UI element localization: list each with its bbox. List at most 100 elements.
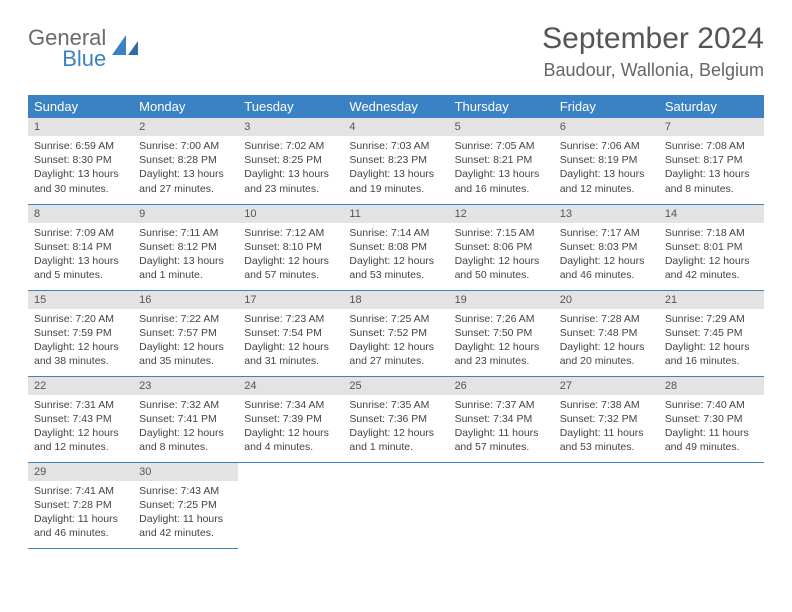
calendar-cell: 3Sunrise: 7:02 AMSunset: 8:25 PMDaylight…: [238, 118, 343, 204]
sunrise-text: Sunrise: 7:41 AM: [34, 484, 127, 498]
sunrise-text: Sunrise: 7:08 AM: [665, 139, 758, 153]
day-details: Sunrise: 7:31 AMSunset: 7:43 PMDaylight:…: [28, 395, 133, 461]
daylight-text: Daylight: 13 hours and 16 minutes.: [455, 167, 548, 195]
sunrise-text: Sunrise: 7:40 AM: [665, 398, 758, 412]
daylight-text: Daylight: 12 hours and 35 minutes.: [139, 340, 232, 368]
day-number: 14: [659, 205, 764, 223]
calendar-cell: [449, 462, 554, 548]
day-details: Sunrise: 6:59 AMSunset: 8:30 PMDaylight:…: [28, 136, 133, 202]
sunrise-text: Sunrise: 7:25 AM: [349, 312, 442, 326]
calendar-cell: 29Sunrise: 7:41 AMSunset: 7:28 PMDayligh…: [28, 462, 133, 548]
sunset-text: Sunset: 7:52 PM: [349, 326, 442, 340]
daylight-text: Daylight: 13 hours and 27 minutes.: [139, 167, 232, 195]
day-details: Sunrise: 7:23 AMSunset: 7:54 PMDaylight:…: [238, 309, 343, 375]
header-right: September 2024 Baudour, Wallonia, Belgiu…: [542, 22, 764, 81]
day-number: 21: [659, 291, 764, 309]
daylight-text: Daylight: 12 hours and 46 minutes.: [560, 254, 653, 282]
calendar-cell: 10Sunrise: 7:12 AMSunset: 8:10 PMDayligh…: [238, 204, 343, 290]
calendar-cell: 2Sunrise: 7:00 AMSunset: 8:28 PMDaylight…: [133, 118, 238, 204]
sunrise-text: Sunrise: 7:18 AM: [665, 226, 758, 240]
daylight-text: Daylight: 12 hours and 23 minutes.: [455, 340, 548, 368]
daylight-text: Daylight: 12 hours and 20 minutes.: [560, 340, 653, 368]
sunset-text: Sunset: 7:32 PM: [560, 412, 653, 426]
daylight-text: Daylight: 12 hours and 50 minutes.: [455, 254, 548, 282]
sunset-text: Sunset: 8:21 PM: [455, 153, 548, 167]
day-number: 30: [133, 463, 238, 481]
sunrise-text: Sunrise: 7:34 AM: [244, 398, 337, 412]
calendar-cell: [554, 462, 659, 548]
sunset-text: Sunset: 7:39 PM: [244, 412, 337, 426]
day-number: 16: [133, 291, 238, 309]
month-title: September 2024: [542, 22, 764, 56]
calendar-week: 1Sunrise: 6:59 AMSunset: 8:30 PMDaylight…: [28, 118, 764, 204]
logo: General Blue: [28, 22, 138, 70]
daylight-text: Daylight: 11 hours and 49 minutes.: [665, 426, 758, 454]
sunrise-text: Sunrise: 7:09 AM: [34, 226, 127, 240]
calendar-cell: 4Sunrise: 7:03 AMSunset: 8:23 PMDaylight…: [343, 118, 448, 204]
day-number: 6: [554, 118, 659, 136]
day-details: Sunrise: 7:41 AMSunset: 7:28 PMDaylight:…: [28, 481, 133, 547]
sunrise-text: Sunrise: 7:35 AM: [349, 398, 442, 412]
day-details: Sunrise: 7:20 AMSunset: 7:59 PMDaylight:…: [28, 309, 133, 375]
sunset-text: Sunset: 7:45 PM: [665, 326, 758, 340]
calendar-cell: 1Sunrise: 6:59 AMSunset: 8:30 PMDaylight…: [28, 118, 133, 204]
sunset-text: Sunset: 7:59 PM: [34, 326, 127, 340]
calendar-cell: 14Sunrise: 7:18 AMSunset: 8:01 PMDayligh…: [659, 204, 764, 290]
daylight-text: Daylight: 12 hours and 27 minutes.: [349, 340, 442, 368]
daylight-text: Daylight: 13 hours and 30 minutes.: [34, 167, 127, 195]
daylight-text: Daylight: 12 hours and 12 minutes.: [34, 426, 127, 454]
calendar-cell: 23Sunrise: 7:32 AMSunset: 7:41 PMDayligh…: [133, 376, 238, 462]
calendar-cell: 16Sunrise: 7:22 AMSunset: 7:57 PMDayligh…: [133, 290, 238, 376]
daylight-text: Daylight: 12 hours and 1 minute.: [349, 426, 442, 454]
day-number: 3: [238, 118, 343, 136]
day-number: 7: [659, 118, 764, 136]
sunset-text: Sunset: 7:43 PM: [34, 412, 127, 426]
day-number: 4: [343, 118, 448, 136]
day-details: Sunrise: 7:37 AMSunset: 7:34 PMDaylight:…: [449, 395, 554, 461]
daylight-text: Daylight: 11 hours and 53 minutes.: [560, 426, 653, 454]
day-number: 24: [238, 377, 343, 395]
day-details: Sunrise: 7:12 AMSunset: 8:10 PMDaylight:…: [238, 223, 343, 289]
day-details: Sunrise: 7:43 AMSunset: 7:25 PMDaylight:…: [133, 481, 238, 547]
day-number: 28: [659, 377, 764, 395]
sunset-text: Sunset: 7:30 PM: [665, 412, 758, 426]
day-details: Sunrise: 7:14 AMSunset: 8:08 PMDaylight:…: [343, 223, 448, 289]
sunset-text: Sunset: 7:28 PM: [34, 498, 127, 512]
day-number: 11: [343, 205, 448, 223]
day-number: 27: [554, 377, 659, 395]
sunrise-text: Sunrise: 7:26 AM: [455, 312, 548, 326]
day-number: 12: [449, 205, 554, 223]
day-details: Sunrise: 7:22 AMSunset: 7:57 PMDaylight:…: [133, 309, 238, 375]
calendar-cell: [238, 462, 343, 548]
day-number: 29: [28, 463, 133, 481]
sunrise-text: Sunrise: 7:37 AM: [455, 398, 548, 412]
sunset-text: Sunset: 7:57 PM: [139, 326, 232, 340]
day-details: Sunrise: 7:02 AMSunset: 8:25 PMDaylight:…: [238, 136, 343, 202]
day-number: 20: [554, 291, 659, 309]
daylight-text: Daylight: 12 hours and 38 minutes.: [34, 340, 127, 368]
calendar-cell: 18Sunrise: 7:25 AMSunset: 7:52 PMDayligh…: [343, 290, 448, 376]
sunset-text: Sunset: 8:25 PM: [244, 153, 337, 167]
daylight-text: Daylight: 13 hours and 5 minutes.: [34, 254, 127, 282]
calendar-week: 22Sunrise: 7:31 AMSunset: 7:43 PMDayligh…: [28, 376, 764, 462]
col-tuesday: Tuesday: [238, 95, 343, 118]
sunrise-text: Sunrise: 7:32 AM: [139, 398, 232, 412]
day-details: Sunrise: 7:34 AMSunset: 7:39 PMDaylight:…: [238, 395, 343, 461]
daylight-text: Daylight: 13 hours and 8 minutes.: [665, 167, 758, 195]
sunset-text: Sunset: 7:25 PM: [139, 498, 232, 512]
page-header: General Blue September 2024 Baudour, Wal…: [28, 22, 764, 81]
day-details: Sunrise: 7:17 AMSunset: 8:03 PMDaylight:…: [554, 223, 659, 289]
sunrise-text: Sunrise: 7:17 AM: [560, 226, 653, 240]
logo-line2: Blue: [28, 49, 106, 70]
calendar-cell: 19Sunrise: 7:26 AMSunset: 7:50 PMDayligh…: [449, 290, 554, 376]
sunrise-text: Sunrise: 7:00 AM: [139, 139, 232, 153]
day-details: Sunrise: 7:11 AMSunset: 8:12 PMDaylight:…: [133, 223, 238, 289]
calendar-week: 29Sunrise: 7:41 AMSunset: 7:28 PMDayligh…: [28, 462, 764, 548]
day-details: Sunrise: 7:40 AMSunset: 7:30 PMDaylight:…: [659, 395, 764, 461]
sunset-text: Sunset: 8:19 PM: [560, 153, 653, 167]
calendar-cell: 21Sunrise: 7:29 AMSunset: 7:45 PMDayligh…: [659, 290, 764, 376]
daylight-text: Daylight: 12 hours and 57 minutes.: [244, 254, 337, 282]
day-details: Sunrise: 7:08 AMSunset: 8:17 PMDaylight:…: [659, 136, 764, 202]
daylight-text: Daylight: 13 hours and 19 minutes.: [349, 167, 442, 195]
daylight-text: Daylight: 12 hours and 4 minutes.: [244, 426, 337, 454]
